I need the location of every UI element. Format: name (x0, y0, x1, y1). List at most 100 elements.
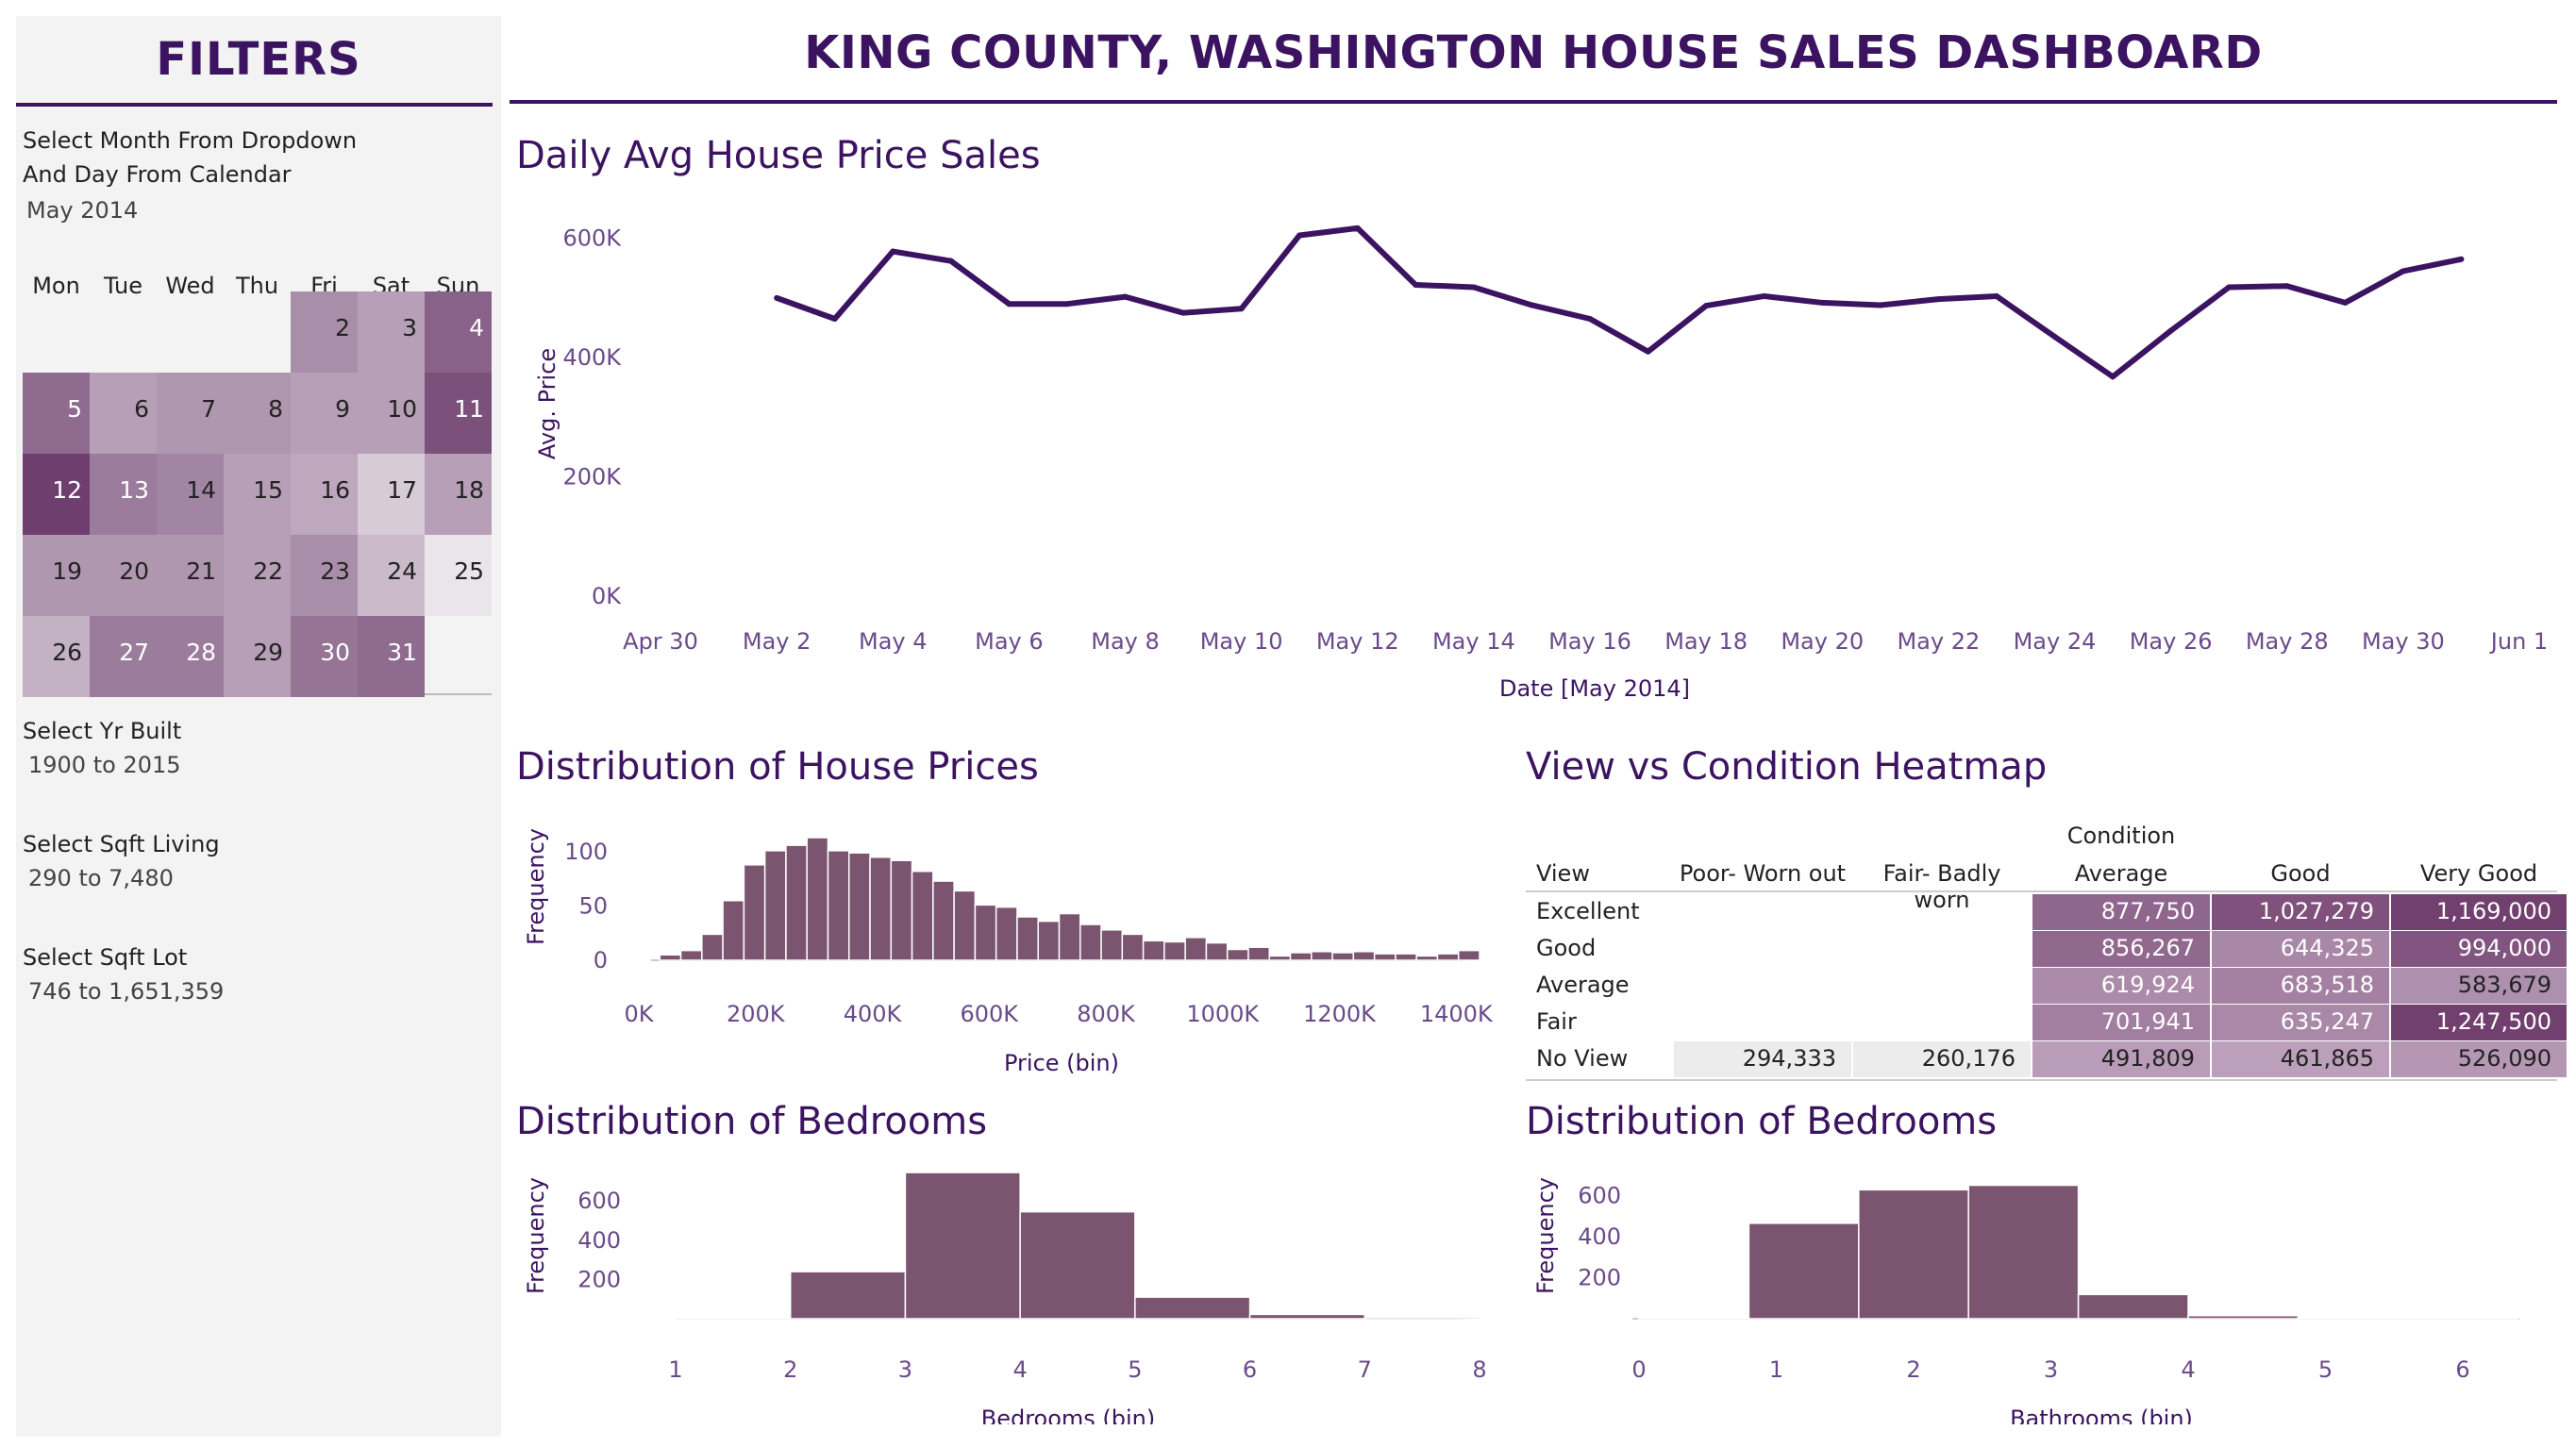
histogram-bar (827, 850, 850, 961)
histogram-bar (1226, 948, 1249, 961)
calendar-day[interactable]: 2 (291, 291, 358, 373)
heatmap-row-label: Average (1536, 972, 1630, 998)
calendar-day[interactable]: 18 (425, 454, 492, 535)
heatmap-cell[interactable]: 294,333 (1674, 1041, 1851, 1077)
weekday-header: Tue (104, 273, 142, 299)
calendar-day[interactable]: 27 (90, 616, 157, 697)
heatmap-row-label: Fair (1536, 1008, 1577, 1035)
data-point (2400, 268, 2406, 274)
heatmap-cell[interactable]: 619,924 (2032, 968, 2210, 1004)
sqft-living-slider[interactable]: 290 to 7,480 (28, 865, 174, 891)
data-point (1238, 306, 1245, 312)
heatmap-cell[interactable]: 877,750 (2032, 894, 2210, 930)
x-tick-label: 3 (2044, 1356, 2058, 1383)
x-tick-label: 200K (727, 1001, 786, 1027)
data-point (2167, 327, 2174, 334)
data-point (1819, 299, 1826, 306)
calendar-day[interactable]: 22 (224, 535, 291, 616)
histogram-bar (675, 1317, 792, 1320)
bathrooms-hist-title: Distribution of Bedrooms (1526, 1100, 1998, 1143)
heatmap-cell[interactable]: 1,247,500 (2391, 1005, 2567, 1040)
heatmap-column-header: Poor- Worn out (1679, 860, 1847, 887)
histogram-bar (679, 949, 703, 961)
heatmap-cell[interactable]: 644,325 (2212, 931, 2389, 967)
y-tick-label: 0K (592, 583, 622, 609)
heatmap-cell[interactable]: 526,090 (2391, 1041, 2567, 1077)
calendar-day[interactable]: 21 (157, 535, 224, 616)
price-line (776, 225, 2463, 380)
calendar-day[interactable]: 10 (358, 373, 425, 454)
histogram-bar (722, 900, 745, 961)
calendar-day[interactable]: 23 (291, 535, 358, 616)
calendar-day[interactable]: 12 (23, 454, 90, 535)
heatmap-cell[interactable]: 1,169,000 (2391, 894, 2567, 930)
calendar-day[interactable]: 4 (425, 291, 492, 373)
filters-title-rule (16, 103, 493, 107)
histogram-bar (1184, 937, 1208, 961)
calendar-day[interactable]: 11 (425, 373, 492, 454)
calendar-day[interactable]: 3 (358, 291, 425, 373)
calendar-day[interactable]: 6 (90, 373, 157, 454)
yr-built-slider[interactable]: 1900 to 2015 (28, 752, 181, 778)
sqft-lot-slider[interactable]: 746 to 1,651,359 (28, 978, 225, 1005)
calendar-day[interactable]: 14 (157, 454, 224, 535)
month-dropdown[interactable]: May 2014 (26, 197, 139, 224)
heatmap-cell[interactable]: 491,809 (2032, 1041, 2210, 1077)
x-tick-label: 1400K (1420, 1001, 1494, 1027)
heatmap-cell[interactable]: 260,176 (1853, 1041, 2031, 1077)
x-tick-label: Apr 30 (623, 628, 698, 655)
histogram-bar (953, 890, 977, 961)
calendar-day[interactable]: 8 (224, 373, 291, 454)
histogram-bar (995, 906, 1018, 961)
calendar-day[interactable]: 16 (291, 454, 358, 535)
calendar-day[interactable]: 28 (157, 616, 224, 697)
heatmap-row-label: Excellent (1536, 898, 1640, 924)
calendar-day[interactable]: 29 (224, 616, 291, 697)
heatmap-cell[interactable]: 461,865 (2212, 1041, 2389, 1077)
heatmap-cell[interactable]: 583,679 (2391, 968, 2567, 1004)
calendar-day[interactable]: 19 (23, 535, 90, 616)
calendar-day[interactable]: 7 (157, 373, 224, 454)
calendar-day[interactable]: 13 (90, 454, 157, 535)
calendar-day[interactable]: 26 (23, 616, 90, 697)
y-tick-label: 200 (1578, 1264, 1621, 1290)
heatmap-cell[interactable]: 856,267 (2032, 931, 2210, 967)
x-tick-label: 2 (783, 1356, 797, 1383)
calendar-day[interactable]: 30 (291, 616, 358, 697)
calendar-day[interactable]: 24 (358, 535, 425, 616)
x-tick-label: May 8 (1091, 628, 1160, 655)
data-point (1645, 348, 1651, 355)
histogram-bar (701, 933, 724, 961)
y-tick-label: 600K (562, 225, 622, 252)
heatmap-header-rule (1526, 890, 2557, 892)
yr-built-label: Select Yr Built (23, 718, 182, 744)
heatmap-column-header: Good (2270, 860, 2331, 887)
heatmap-cell[interactable]: 635,247 (2212, 1005, 2389, 1040)
calendar-day[interactable]: 15 (224, 454, 291, 535)
weekday-header: Wed (165, 273, 215, 299)
heatmap-cell[interactable]: 994,000 (2391, 931, 2567, 967)
histogram-bar (1037, 920, 1061, 961)
heatmap-cell[interactable]: 683,518 (2212, 968, 2389, 1004)
data-point (2226, 284, 2233, 291)
heatmap-cell[interactable]: 701,941 (2032, 1005, 2210, 1040)
y-axis-label: Avg. Price (534, 348, 560, 459)
heatmap-column-header: Fair- Badly worn (1882, 860, 2001, 913)
calendar-day[interactable]: 20 (90, 535, 157, 616)
data-point (1006, 301, 1012, 308)
calendar-day[interactable]: 5 (23, 373, 90, 454)
x-axis-label: Bedrooms (bin) (981, 1405, 1156, 1424)
data-point (1935, 296, 1942, 303)
histogram-bar (1457, 949, 1480, 961)
y-tick-label: 400 (577, 1227, 621, 1254)
histogram-bar (1373, 953, 1397, 961)
data-point (2342, 299, 2349, 306)
weekday-header: Mon (32, 273, 80, 299)
heatmap-cell[interactable]: 1,027,279 (2212, 894, 2389, 930)
histogram-bar (1858, 1189, 1969, 1320)
calendar-day[interactable]: 25 (425, 535, 492, 616)
histogram-bar (1331, 952, 1355, 961)
calendar-day[interactable]: 31 (358, 616, 425, 697)
calendar-day[interactable]: 9 (291, 373, 358, 454)
calendar-day[interactable]: 17 (358, 454, 425, 535)
